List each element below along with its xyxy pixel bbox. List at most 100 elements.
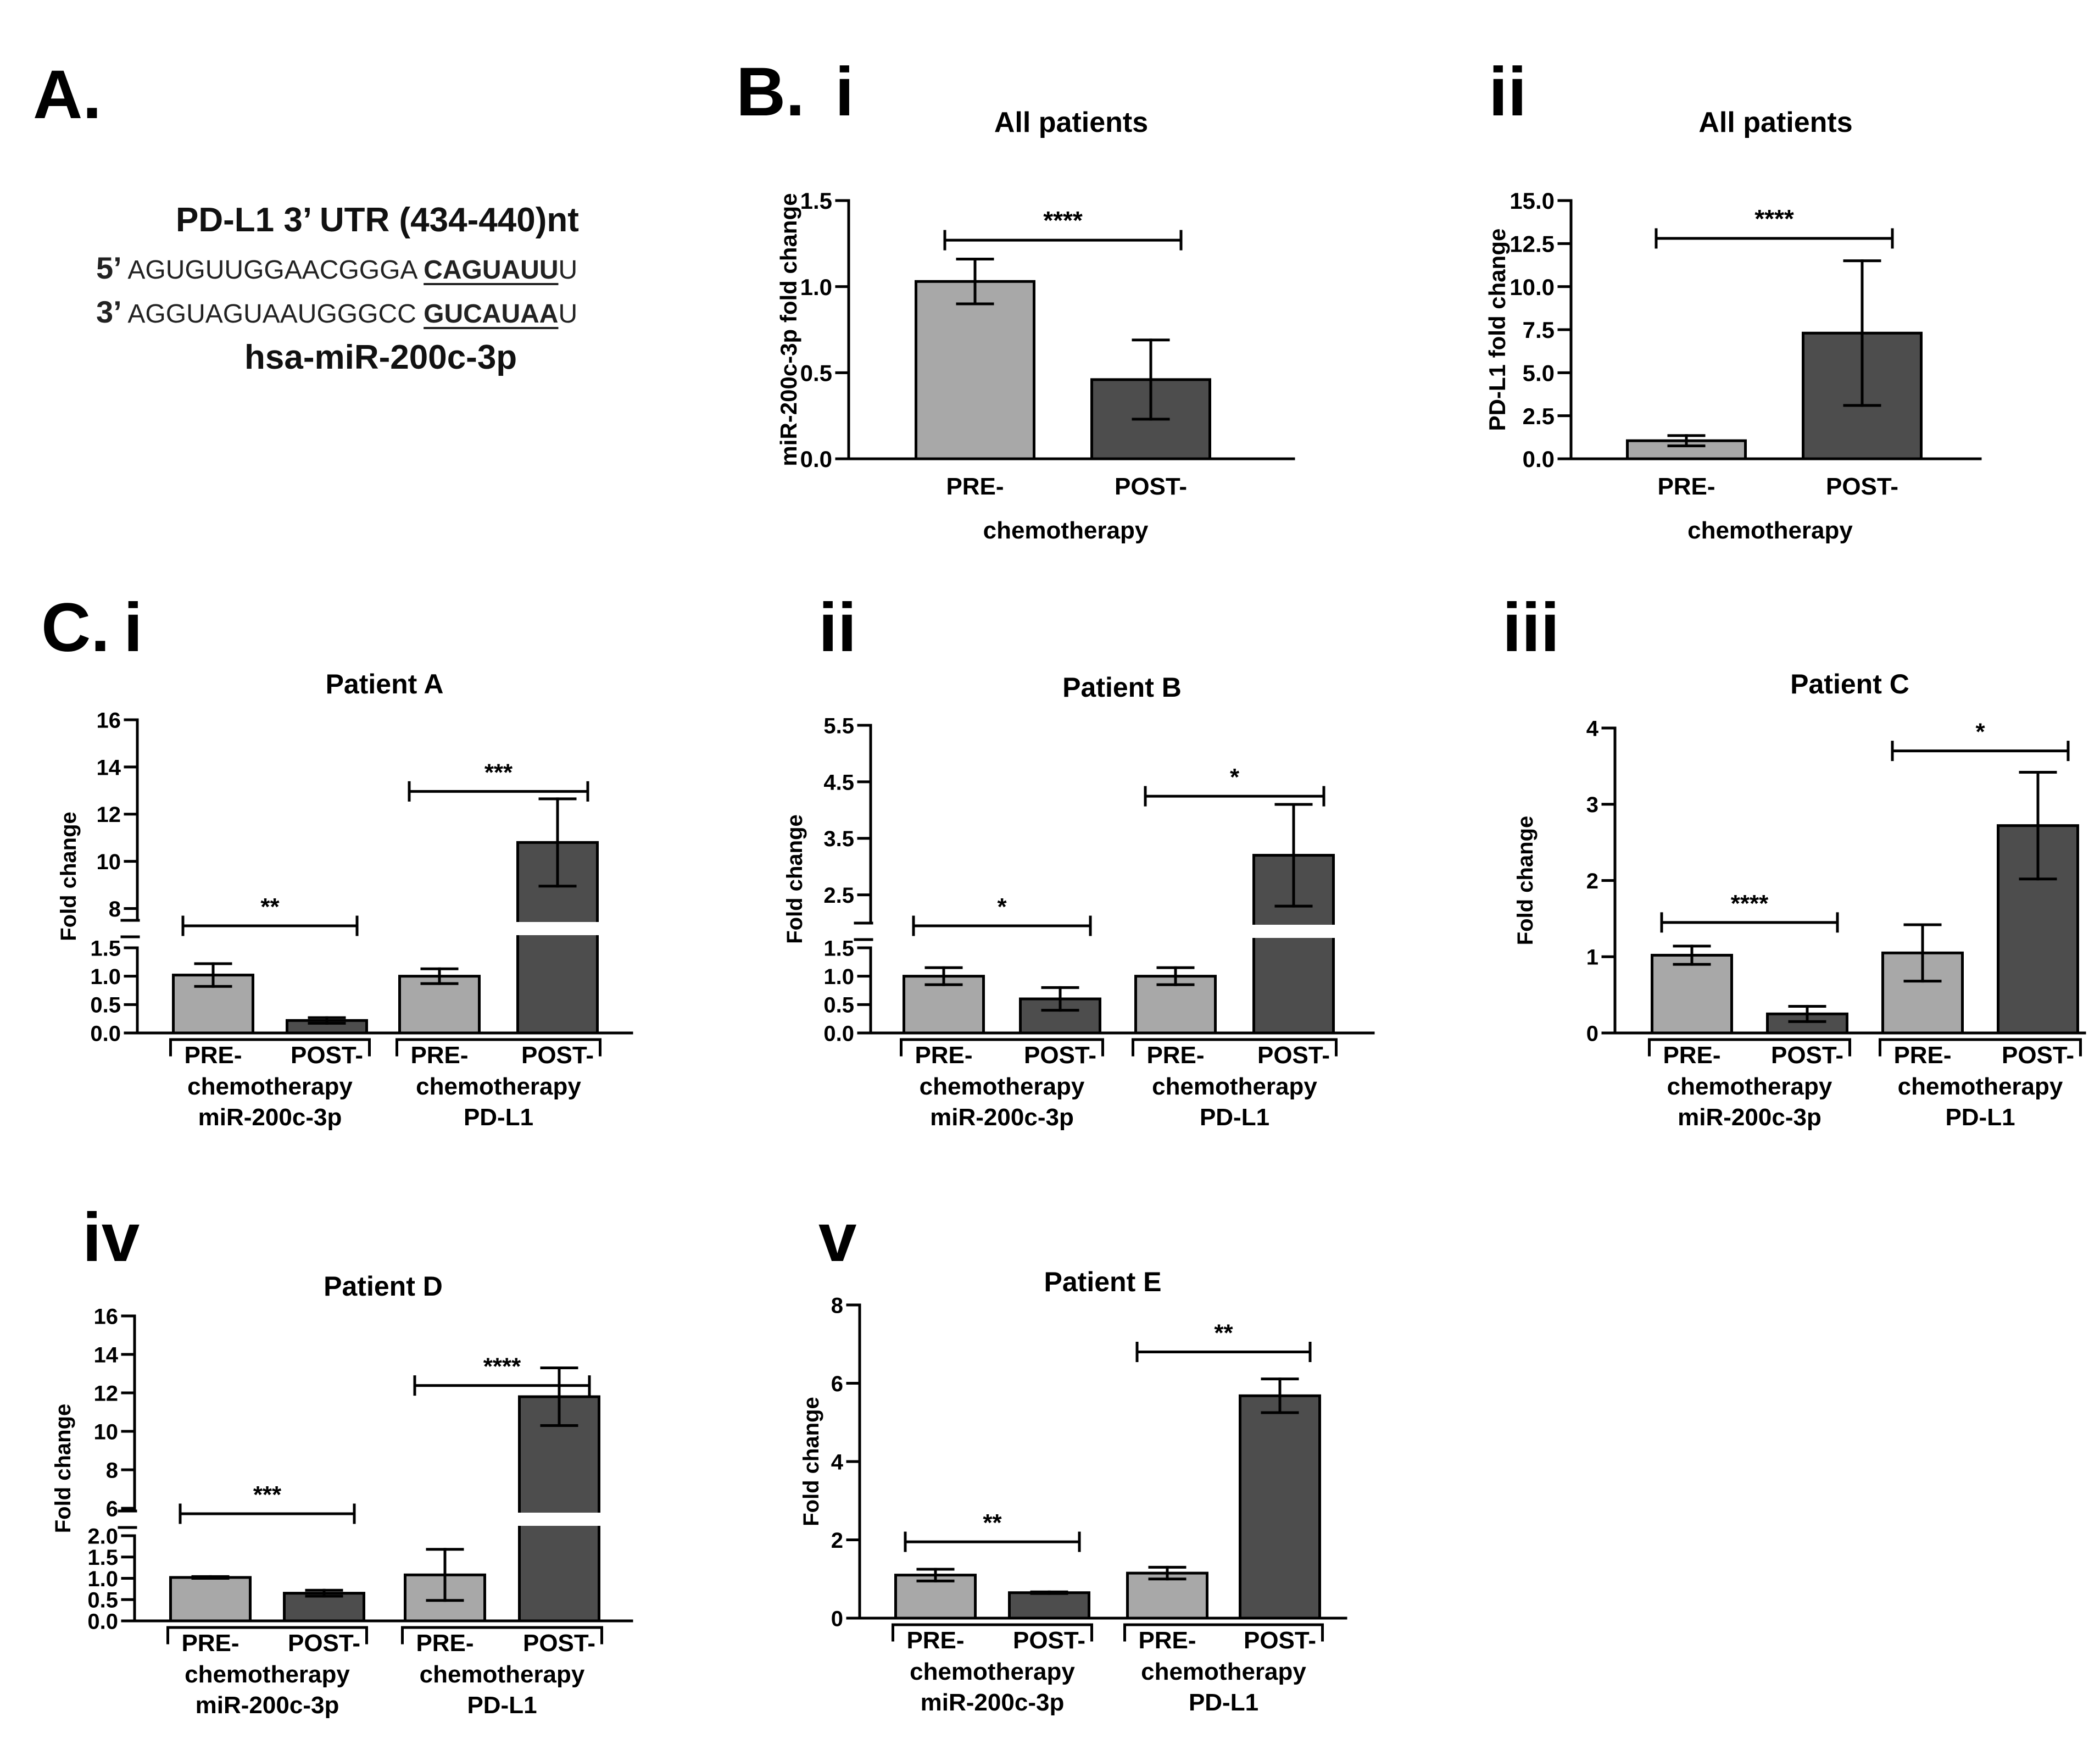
mirna-name: hsa-miR-200c-3p bbox=[244, 338, 517, 376]
b-i-significance-label: **** bbox=[1043, 206, 1083, 235]
c-ii-y-tick-label: 4.5 bbox=[823, 770, 854, 795]
c-i-y-tick-label: 14 bbox=[97, 755, 121, 780]
c-v-y-tick-label: 6 bbox=[831, 1372, 843, 1396]
c-ii-bar-break-gap bbox=[1251, 925, 1336, 938]
c-iv-significance-label: *** bbox=[253, 1481, 282, 1508]
b-i-x-tick-label: PRE- bbox=[946, 473, 1004, 500]
c-ii-x-tick-label: PRE- bbox=[1146, 1042, 1204, 1069]
b-ii-y-tick-label: 7.5 bbox=[1523, 317, 1555, 343]
c-iv-ylabel: Fold change bbox=[51, 1404, 75, 1534]
c-iii-y-tick-label: 2 bbox=[1586, 869, 1598, 893]
mrna-seed-site: CAGUAUU bbox=[424, 255, 559, 285]
mrna-tail: U bbox=[558, 255, 578, 285]
c-ii-y-tick-label: 2.5 bbox=[823, 884, 854, 908]
c-iv-y-tick-label: 2.0 bbox=[87, 1524, 118, 1548]
c-i-x-tick-label: PRE- bbox=[410, 1042, 468, 1069]
c-iv-y-tick-label: 12 bbox=[94, 1381, 119, 1406]
c-iii-group-label: chemotherapy bbox=[1667, 1073, 1832, 1100]
c-ii-group-sublabel: PD-L1 bbox=[1200, 1104, 1269, 1131]
c-ii-numeral: ii bbox=[818, 590, 856, 666]
c-v-bar bbox=[1008, 1591, 1090, 1620]
c-v-x-tick-label: PRE- bbox=[1138, 1627, 1196, 1654]
c-i-title: Patient A bbox=[326, 669, 444, 699]
c-v-x-tick-label: POST- bbox=[1244, 1627, 1316, 1654]
c-i-y-tick-label: 16 bbox=[97, 708, 121, 732]
c-iii-y-tick-label: 3 bbox=[1586, 793, 1598, 817]
c-i-numeral: i bbox=[124, 590, 143, 666]
c-iii-group-sublabel: PD-L1 bbox=[1945, 1104, 2015, 1131]
b-i-y-tick-label: 0.0 bbox=[800, 446, 832, 472]
c-v-group-sublabel: miR-200c-3p bbox=[921, 1689, 1065, 1716]
c-iv-y-tick-label: 10 bbox=[94, 1420, 119, 1444]
c-iii-x-tick-label: PRE- bbox=[1663, 1042, 1720, 1069]
c-ii-group-label: chemotherapy bbox=[920, 1073, 1085, 1100]
c-iii-significance-label: * bbox=[1975, 719, 1985, 746]
c-iv-bar-break-gap bbox=[517, 1513, 601, 1526]
c-iv-y-tick-label: 16 bbox=[94, 1304, 119, 1329]
c-iv-y-tick-label: 1.5 bbox=[87, 1546, 118, 1570]
b-i-ylabel: miR-200c-3p fold change bbox=[776, 193, 801, 466]
c-iii-group-sublabel: miR-200c-3p bbox=[1678, 1104, 1822, 1131]
b-ii-xlabel: chemotherapy bbox=[1687, 517, 1853, 544]
c-i-bar-break-gap bbox=[515, 922, 600, 935]
b-ii-y-tick-label: 12.5 bbox=[1509, 231, 1555, 257]
b-ii-y-tick-label: 10.0 bbox=[1509, 274, 1555, 300]
c-ii-y-tick-label: 0.0 bbox=[823, 1021, 854, 1046]
c-v-x-tick-label: PRE- bbox=[906, 1627, 964, 1654]
c-i-x-tick-label: POST- bbox=[291, 1042, 363, 1069]
mrna-sequence: AGUGUUGGAACGGGA bbox=[121, 255, 424, 285]
b-i-y-tick-label: 0.5 bbox=[800, 360, 832, 386]
c-iv-bar bbox=[283, 1592, 365, 1623]
c-i-group-label: chemotherapy bbox=[187, 1073, 353, 1100]
c-i-significance-label: ** bbox=[260, 893, 280, 920]
panel-letter-c: C. bbox=[41, 590, 110, 666]
mrna-sequence-line: 5’ AGUGUUGGAACGGGA CAGUAUUU bbox=[96, 250, 577, 286]
c-iv-bar bbox=[169, 1576, 252, 1623]
b-i-bar bbox=[915, 280, 1035, 460]
c-i-y-tick-label: 12 bbox=[97, 803, 121, 827]
b-ii-y-tick-label: 2.5 bbox=[1523, 403, 1555, 429]
c-i-y-tick-label: 0.0 bbox=[90, 1021, 121, 1046]
c-ii-y-tick-label: 0.5 bbox=[823, 993, 854, 1018]
c-iv-y-tick-label: 6 bbox=[106, 1497, 118, 1521]
c-ii-significance-label: * bbox=[1230, 764, 1240, 791]
b-ii-x-tick-label: POST- bbox=[1826, 473, 1898, 500]
c-ii-title: Patient B bbox=[1062, 672, 1182, 703]
b-ii-y-tick-label: 15.0 bbox=[1509, 188, 1555, 214]
c-ii-x-tick-label: POST- bbox=[1257, 1042, 1330, 1069]
c-ii-significance-label: * bbox=[997, 893, 1007, 920]
c-iii-title: Patient C bbox=[1790, 669, 1909, 699]
c-i-group-label: chemotherapy bbox=[416, 1073, 581, 1100]
c-iv-y-tick-label: 8 bbox=[106, 1458, 118, 1482]
c-iv-y-tick-label: 0.0 bbox=[87, 1609, 118, 1634]
c-i-y-tick-label: 1.0 bbox=[90, 965, 121, 989]
c-ii-group-sublabel: miR-200c-3p bbox=[930, 1104, 1074, 1131]
c-iv-group-sublabel: PD-L1 bbox=[467, 1692, 537, 1719]
c-iii-x-tick-label: POST- bbox=[1771, 1042, 1843, 1069]
c-v-significance-label: ** bbox=[983, 1509, 1002, 1536]
panel-letter-a: A. bbox=[33, 57, 102, 133]
c-v-group-sublabel: PD-L1 bbox=[1189, 1689, 1258, 1716]
mirna-tail: U bbox=[558, 299, 578, 329]
c-iv-x-tick-label: POST- bbox=[288, 1630, 360, 1657]
c-iv-x-tick-label: PRE- bbox=[181, 1630, 239, 1657]
c-iv-title: Patient D bbox=[324, 1271, 443, 1302]
c-ii-ylabel: Fold change bbox=[783, 814, 807, 944]
b-i-xlabel: chemotherapy bbox=[983, 517, 1149, 544]
c-iv-numeral: iv bbox=[82, 1199, 140, 1276]
c-i-significance-label: *** bbox=[484, 759, 513, 786]
mirna-sequence: AGGUAGUAAUGGGCC bbox=[121, 299, 424, 329]
c-v-ylabel: Fold change bbox=[799, 1397, 823, 1526]
c-iv-x-tick-label: POST- bbox=[523, 1630, 595, 1657]
c-i-bar bbox=[398, 975, 481, 1035]
c-iv-y-tick-label: 1.0 bbox=[87, 1567, 118, 1591]
sequence-title: PD-L1 3’ UTR (434-440)nt bbox=[176, 201, 579, 239]
b-i-y-tick-label: 1.0 bbox=[800, 274, 832, 300]
c-ii-group-label: chemotherapy bbox=[1152, 1073, 1317, 1100]
c-iii-x-tick-label: PRE- bbox=[1893, 1042, 1951, 1069]
c-iii-x-tick-label: POST- bbox=[2002, 1042, 2074, 1069]
b-ii-numeral: ii bbox=[1489, 54, 1527, 130]
c-i-x-tick-label: POST- bbox=[521, 1042, 594, 1069]
